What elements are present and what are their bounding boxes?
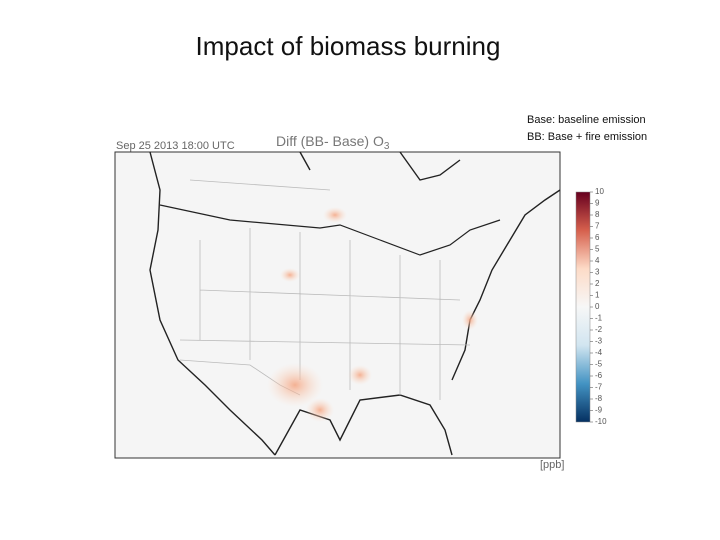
plume — [323, 207, 347, 223]
colorbar-tick-label: -8 — [595, 394, 603, 403]
border — [159, 204, 501, 256]
colorbar-tick-label: -7 — [595, 383, 603, 392]
map-title: Diff (BB- Base) O3 — [276, 133, 390, 152]
map-title-text: Diff (BB- Base) O — [276, 133, 384, 149]
colorbar-scale — [575, 191, 591, 423]
state-lines — [179, 179, 471, 400]
colorbar-tick-label: 3 — [595, 268, 600, 277]
legend-note: BB: Base + fire emission — [527, 131, 647, 143]
colorbar-tick-label: -5 — [595, 360, 603, 369]
slide-title: Impact of biomass burning — [196, 31, 501, 61]
colorbar-tick-label: 6 — [595, 233, 600, 242]
plume — [306, 398, 334, 422]
colorbar-tick-label: -2 — [595, 325, 603, 334]
map: Sep 25 2013 18:00 UTC Diff (BB- Base) O3… — [114, 133, 564, 471]
coastline — [149, 151, 561, 456]
colorbar-tick-label: 1 — [595, 291, 600, 300]
plume — [462, 310, 478, 330]
colorbar-tick-label: -3 — [595, 337, 603, 346]
plume — [267, 363, 323, 407]
colorbar-tick-label: -10 — [595, 417, 607, 426]
legend-note: Base: baseline emission — [527, 114, 646, 126]
map-title-subscript: 3 — [384, 141, 390, 152]
plume — [348, 365, 372, 385]
map-timestamp: Sep 25 2013 18:00 UTC — [116, 140, 235, 152]
plume — [280, 268, 300, 282]
colorbar-tick-label: 7 — [595, 222, 600, 231]
colorbar-tick-label: -9 — [595, 406, 603, 415]
colorbar-tick-label: 10 — [595, 187, 604, 196]
colorbar-tick-label: 2 — [595, 279, 600, 288]
colorbar-tick-label: 4 — [595, 256, 600, 265]
colorbar-tick-label: 5 — [595, 245, 600, 254]
colorbar-unit: [ppb] — [540, 459, 564, 471]
map-frame — [114, 151, 561, 459]
colorbar-tick-label: -4 — [595, 348, 603, 357]
colorbar-tick-label: -6 — [595, 371, 603, 380]
colorbar-tick-label: 8 — [595, 210, 600, 219]
colorbar-tick-label: 0 — [595, 302, 600, 311]
colorbar-tick-label: -1 — [595, 314, 603, 323]
colorbar-tick-label: 9 — [595, 199, 600, 208]
